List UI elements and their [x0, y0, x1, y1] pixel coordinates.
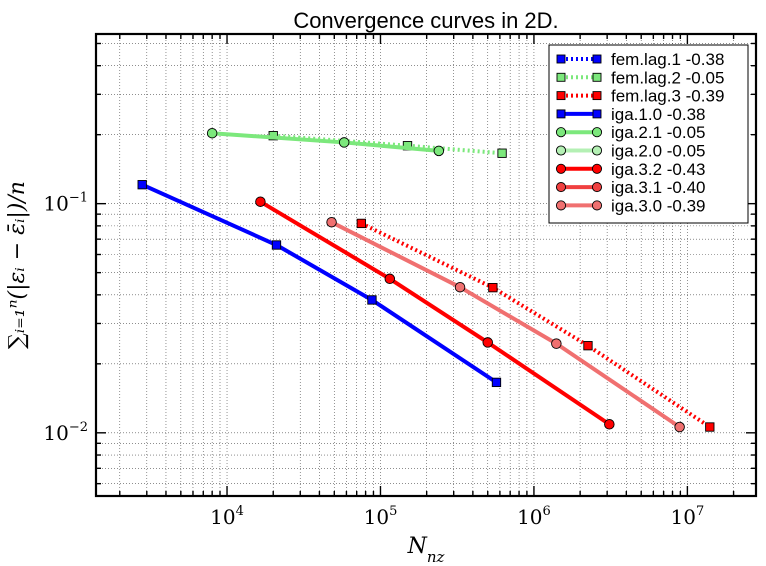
data-point: [384, 273, 396, 285]
y-axis-label: ∑ᵢ₌₁ⁿ(|εᵢ − ε̄ᵢ|)/n: [5, 181, 30, 349]
data-point: [705, 422, 715, 432]
data-point: [326, 216, 337, 228]
data-point: [433, 145, 445, 157]
x-tick-label-exp: 4: [236, 504, 244, 519]
x-tick-label: 104: [210, 504, 244, 529]
legend-label: fem.lag.1 -0.38: [611, 50, 724, 69]
legend-marker: [555, 127, 567, 138]
x-tick-label-exp: 6: [543, 504, 551, 519]
legend-marker: [591, 127, 603, 138]
legend-label: fem.lag.3 -0.39: [611, 87, 724, 106]
data-point: [367, 295, 377, 305]
legend-marker: [592, 91, 602, 101]
y-tick-label: 10−2: [43, 420, 88, 445]
x-tick-label-exp: 5: [389, 504, 397, 519]
legend-marker: [556, 91, 566, 101]
legend-marker: [556, 72, 566, 82]
series-line-3: [140, 182, 499, 385]
legend-label: iga.3.2 -0.43: [611, 160, 706, 179]
legend-marker: [592, 109, 602, 119]
data-point: [551, 338, 562, 349]
x-tick-label-base: 10: [517, 505, 542, 529]
x-tick-label: 107: [671, 504, 705, 529]
data-point: [137, 180, 147, 190]
x-tick-label: 105: [364, 504, 398, 529]
data-point: [491, 377, 502, 388]
x-axis-label-sub: nz: [427, 548, 445, 566]
x-tick-label-exp: 7: [696, 504, 704, 519]
grid-lines: [96, 34, 756, 496]
data-point: [583, 341, 593, 351]
legend-marker: [591, 182, 603, 193]
legend-label: iga.2.1 -0.05: [611, 123, 706, 142]
series-line-2: [360, 221, 711, 429]
data-point: [338, 137, 350, 148]
legend-marker: [555, 200, 567, 211]
y-tick-label-exp: −1: [69, 191, 88, 206]
legend-marker: [592, 72, 602, 82]
legend-marker: [555, 163, 567, 174]
legend-marker: [591, 163, 603, 174]
legend-label: fem.lag.2 -0.05: [611, 68, 724, 87]
x-axis-label: Nnz: [407, 534, 445, 566]
series-line-8: [329, 220, 682, 430]
x-tick-label-base: 10: [364, 505, 389, 529]
data-point: [454, 281, 466, 293]
legend-marker: [556, 109, 566, 119]
legend-marker: [556, 54, 566, 64]
y-tick-label-base: 10: [43, 192, 68, 216]
legend-label: iga.2.0 -0.05: [611, 142, 706, 161]
legend-label: iga.1.0 -0.38: [611, 105, 706, 124]
y-tick-label-exp: −2: [69, 420, 88, 435]
x-tick-label-base: 10: [210, 505, 235, 529]
legend-marker: [555, 182, 567, 193]
legend-marker: [592, 54, 602, 64]
legend-marker: [555, 145, 567, 156]
legend-label: iga.3.1 -0.40: [611, 178, 706, 197]
data-point: [488, 283, 498, 293]
data-point: [674, 421, 685, 433]
data-point: [271, 240, 282, 250]
legend-marker: [591, 200, 603, 211]
x-tick-label: 106: [517, 504, 551, 529]
data-point: [255, 196, 266, 207]
x-tick-label-base: 10: [671, 505, 696, 529]
y-tick-label: 10−1: [43, 191, 88, 216]
data-point: [604, 418, 615, 430]
chart-title: Convergence curves in 2D.: [293, 8, 558, 33]
data-point: [206, 127, 218, 139]
legend-label: iga.3.0 -0.39: [611, 196, 706, 215]
legend-marker: [591, 145, 603, 156]
series-line-6: [258, 199, 612, 427]
data-point: [356, 218, 366, 229]
data-point: [497, 148, 507, 158]
data-point: [482, 337, 493, 348]
y-tick-label-base: 10: [43, 421, 68, 445]
series-group: [137, 127, 715, 433]
x-axis-label-base: N: [407, 534, 428, 559]
